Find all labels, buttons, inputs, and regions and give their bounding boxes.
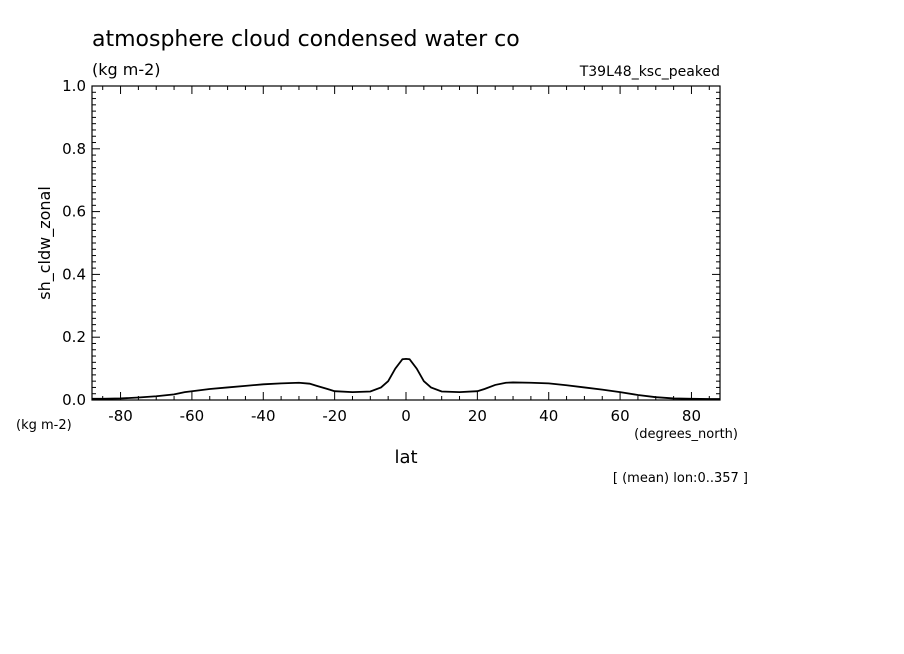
x-tick-label: -60 — [180, 407, 205, 425]
x-axis-units: (degrees_north) — [634, 427, 738, 442]
y-axis-ticks: 0.0 0.2 0.4 0.6 0.8 1.0 — [62, 77, 720, 409]
run-label: T39L48_ksc_peaked — [579, 64, 720, 80]
chart-title: atmosphere cloud condensed water co — [92, 27, 520, 52]
y-tick-label: 0.6 — [62, 203, 86, 221]
y-tick-label: 0.8 — [62, 140, 86, 158]
x-tick-label: 60 — [611, 407, 630, 425]
x-tick-label: 20 — [468, 407, 487, 425]
y-tick-label: 0.4 — [62, 265, 86, 283]
y-axis-label: sh_cldw_zonal — [35, 186, 55, 300]
x-tick-label: -40 — [251, 407, 276, 425]
y-tick-label: 0.0 — [62, 391, 86, 409]
x-tick-label: -20 — [322, 407, 347, 425]
series-line-sh-cldw-zonal — [92, 357, 720, 400]
y-axis-units: (kg m-2) — [16, 418, 72, 433]
footnote: [ (mean) lon:0..357 ] — [613, 471, 748, 486]
x-tick-label: -80 — [108, 407, 133, 425]
minor-ticks — [92, 86, 720, 400]
y-tick-label: 0.2 — [62, 328, 86, 346]
plot-frame — [91, 85, 721, 401]
x-tick-label: 80 — [682, 407, 701, 425]
x-tick-label: 0 — [401, 407, 411, 425]
x-axis-ticks: -80 -60 -40 -20 0 20 40 60 80 — [108, 86, 701, 425]
title-units: (kg m-2) — [92, 60, 161, 79]
x-tick-label: 40 — [539, 407, 558, 425]
y-tick-label: 1.0 — [62, 77, 86, 95]
x-axis-label: lat — [394, 447, 417, 468]
